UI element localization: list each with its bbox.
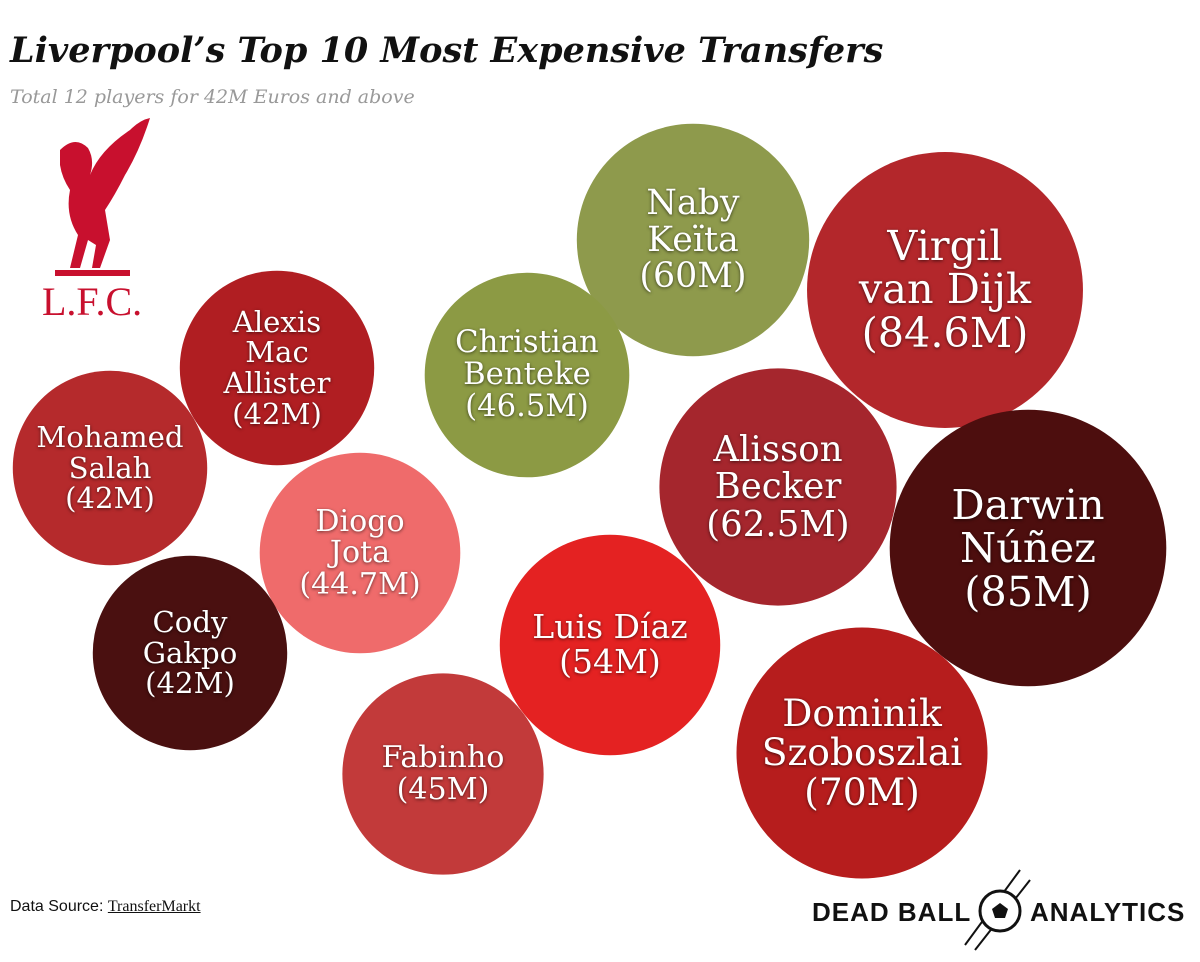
source-link[interactable]: TransferMarkt: [107, 898, 201, 915]
lfc-logo: [55, 118, 150, 276]
bubble-label: Cody Gakpo (42M): [120, 556, 261, 750]
bubble: [92, 555, 288, 751]
bubble: [179, 270, 375, 466]
bubble-label: Alisson Becker (62.5M): [692, 368, 864, 605]
bubble-label: Fabinho (45M): [370, 673, 516, 874]
value-label: (46.5M): [465, 389, 589, 425]
bubble-label: Dominik Szoboszlai (70M): [762, 628, 963, 879]
value-label: (62.5M): [706, 503, 850, 545]
bubble-label: Naby Keïta (60M): [609, 124, 777, 356]
value-label: (42M): [232, 396, 322, 431]
player-name: Dominik Szoboszlai: [761, 690, 963, 775]
value-label: (84.6M): [861, 308, 1029, 357]
value-label: (42M): [65, 481, 155, 516]
bubble: [889, 409, 1167, 687]
value-label: (60M): [639, 256, 747, 297]
player-name: Diogo Jota: [315, 503, 405, 571]
player-name: Fabinho: [381, 740, 505, 776]
bubble-label: Christian Benteke (46.5M): [453, 273, 601, 478]
chart-subtitle: Total 12 players for 42M Euros and above: [10, 86, 415, 108]
bubble-label: Diogo Jota (44.7M): [287, 453, 432, 654]
source-label: Data Source:: [10, 898, 104, 915]
player-name: Cody Gakpo: [142, 605, 238, 670]
bubble: [424, 272, 630, 478]
bubble-label: Virgil van Dijk (84.6M): [845, 152, 1045, 428]
football-icon: [964, 869, 1031, 951]
player-name: Alexis Mac Allister: [223, 304, 331, 400]
value-label: (85M): [964, 566, 1092, 616]
player-name: Naby Keïta: [646, 183, 740, 260]
player-name: Luis Díaz: [532, 607, 688, 647]
bubble: [659, 368, 897, 606]
bubble-label: Mohamed Salah (42M): [36, 371, 183, 565]
player-name: Alisson Becker: [713, 428, 843, 508]
bubble: [499, 534, 721, 756]
player-name: Darwin Núñez: [951, 479, 1105, 573]
value-label: (54M): [559, 641, 661, 681]
brand-right: ANALYTICS: [1030, 897, 1186, 927]
brand-left: DEAD BALL: [812, 897, 972, 927]
bubble-label: Alexis Mac Allister (42M): [207, 271, 348, 465]
value-label: (70M): [804, 769, 920, 814]
bubble: [807, 152, 1083, 428]
value-label: (42M): [145, 666, 235, 701]
value-label: (45M): [396, 771, 490, 807]
bubble: [12, 370, 208, 566]
bubble: [342, 673, 544, 875]
bubble-label: Darwin Núñez (85M): [928, 410, 1129, 687]
bubble: [259, 452, 461, 654]
logo-text: L.F.C.: [42, 279, 143, 324]
source-note: Data Source: TransferMarkt: [10, 898, 201, 916]
player-name: Christian Benteke: [455, 324, 599, 392]
player-name: Mohamed Salah: [36, 420, 184, 485]
player-name: Virgil van Dijk: [858, 221, 1032, 314]
chart-title: Liverpool’s Top 10 Most Expensive Transf…: [10, 30, 884, 71]
value-label: (44.7M): [299, 566, 421, 602]
bubble-label: Luis Díaz (54M): [530, 535, 690, 755]
bubble: [736, 627, 988, 879]
bubble: [576, 123, 810, 357]
